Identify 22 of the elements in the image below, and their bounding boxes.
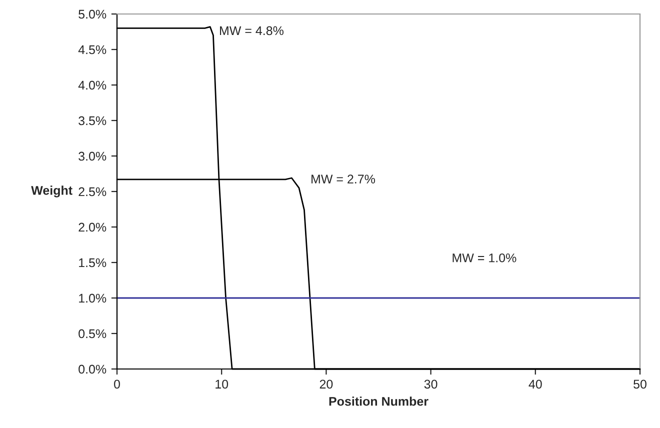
x-tick-label: 20 bbox=[320, 380, 333, 389]
x-axis-title: Position Number bbox=[329, 396, 428, 406]
x-tick-label: 0 bbox=[114, 380, 120, 389]
x-tick-label: 50 bbox=[634, 380, 646, 389]
x-tick-label: 10 bbox=[216, 380, 228, 389]
y-tick-label: 4.5% bbox=[78, 45, 106, 54]
annotation: MW = 4.8% bbox=[220, 26, 284, 36]
y-tick-label: 1.0% bbox=[79, 294, 106, 303]
annotation: MW = 1.0% bbox=[452, 253, 516, 262]
y-tick-label: 0.5% bbox=[78, 329, 106, 338]
y-tick-label: 0.0% bbox=[78, 364, 106, 374]
y-tick-label: 2.0% bbox=[78, 222, 106, 232]
y-tick-label: 1.5% bbox=[79, 258, 106, 268]
y-tick-label: 4.0% bbox=[78, 80, 106, 90]
y-tick-label: 2.5% bbox=[78, 187, 106, 196]
annotation: MW = 2.7% bbox=[312, 174, 376, 184]
y-tick-label: 3.0% bbox=[78, 152, 106, 161]
x-tick-label: 30 bbox=[424, 380, 438, 389]
y-tick-label: 5.0% bbox=[78, 10, 106, 19]
x-tick-label: 40 bbox=[528, 380, 542, 389]
y-axis-title: Weight bbox=[31, 186, 72, 198]
y-tick-label: 3.5% bbox=[78, 116, 106, 126]
